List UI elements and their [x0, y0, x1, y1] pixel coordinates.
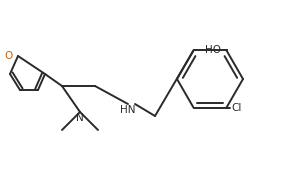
Text: Cl: Cl [232, 103, 242, 113]
Text: HO: HO [205, 45, 221, 56]
Text: N: N [76, 113, 84, 123]
Text: HN: HN [120, 105, 136, 115]
Text: O: O [5, 51, 13, 61]
